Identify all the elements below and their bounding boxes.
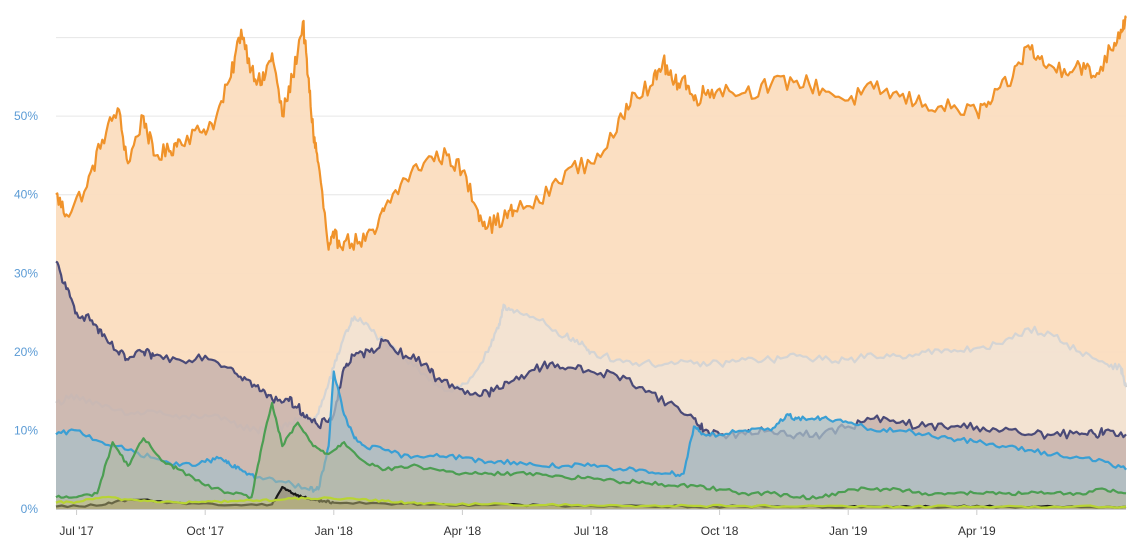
axes: 0% 10% 20% 30% 40% 50% Jul '17 Oct '17 Jan '18 Ap… — [14, 109, 1126, 538]
x-tick-label: Jul '18 — [574, 524, 609, 538]
y-tick-label: 50% — [14, 109, 38, 123]
cardano-line[interactable] — [55, 495, 1127, 509]
y-tick-label: 20% — [14, 345, 38, 359]
litecoin-area — [56, 402, 1126, 509]
bitcoin-line[interactable] — [55, 15, 1128, 252]
x-tick-label: Apr '19 — [958, 524, 996, 538]
x-tick-label: Oct '18 — [701, 524, 739, 538]
x-tick-label: Jul '17 — [59, 524, 94, 538]
litecoin-line[interactable] — [55, 401, 1127, 501]
x-tick-label: Apr '18 — [444, 524, 482, 538]
xrp-line[interactable] — [55, 260, 1127, 440]
x-tick-label: Oct '17 — [186, 524, 224, 538]
y-tick-label: 0% — [21, 502, 39, 516]
bitcoin-cash-area — [56, 487, 1126, 509]
y-tick-label: 40% — [14, 188, 38, 202]
cardano-area — [56, 496, 1126, 509]
others-line[interactable] — [55, 370, 1127, 493]
y-tick-label: 10% — [14, 423, 38, 437]
y-tick-label: 30% — [14, 266, 38, 280]
x-tick-label: Jan '19 — [829, 524, 868, 538]
x-tick-label: Jan '18 — [315, 524, 354, 538]
series-layer — [55, 15, 1128, 509]
